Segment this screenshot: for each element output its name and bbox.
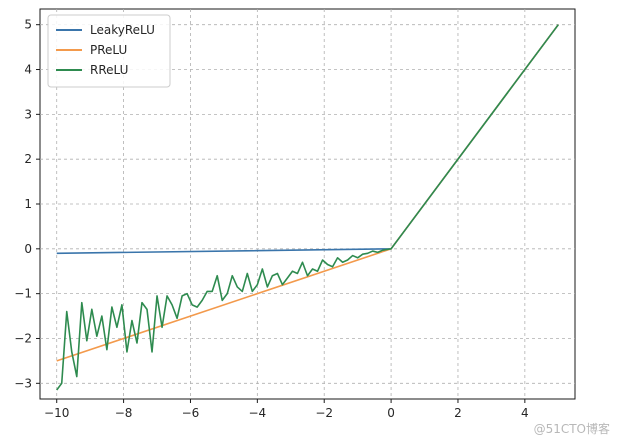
watermark: @51CTO博客 (533, 422, 610, 436)
y-tick-label: 3 (24, 107, 32, 121)
x-tick-label: −2 (315, 406, 333, 420)
y-tick-label: 2 (24, 152, 32, 166)
grid (40, 9, 575, 399)
legend: LeakyReLU PReLU RReLU (47, 14, 171, 88)
legend-label-leakyrelu: LeakyReLU (90, 23, 155, 37)
x-tick-label: 0 (387, 406, 395, 420)
y-tick-label: −3 (14, 376, 32, 390)
legend-label-prelu: PReLU (90, 43, 127, 57)
y-tick-label: 5 (24, 18, 32, 32)
y-tick-label: 4 (24, 63, 32, 77)
x-tick-label: −8 (115, 406, 133, 420)
y-tick-label: 1 (24, 197, 32, 211)
x-tick-label: −4 (248, 406, 266, 420)
y-tick-label: −2 (14, 331, 32, 345)
legend-label-rrelu: RReLU (90, 63, 128, 77)
series-line-rrelu (56, 24, 559, 391)
x-tick-label: 4 (521, 406, 529, 420)
x-tick-label: −6 (182, 406, 200, 420)
y-tick-label: 0 (24, 242, 32, 256)
x-tick-label: −10 (44, 406, 69, 420)
x-tick-label: 2 (454, 406, 462, 420)
y-tick-label: −1 (14, 287, 32, 301)
series-lines (56, 24, 559, 391)
